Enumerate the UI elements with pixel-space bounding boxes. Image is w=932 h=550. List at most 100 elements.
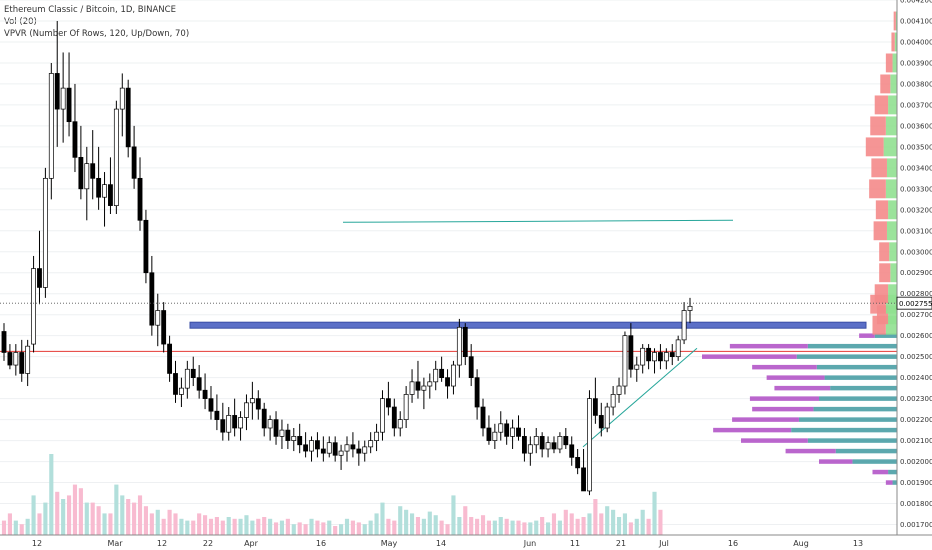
candle-body — [291, 436, 297, 441]
y-tick-label: 0.001800 — [900, 500, 932, 508]
candle-body — [498, 423, 504, 433]
x-tick-label: May — [381, 539, 398, 548]
candle-body — [640, 347, 646, 366]
volume-bar — [510, 520, 515, 535]
vpvr-row-up — [886, 158, 897, 178]
vpvr-row-up — [888, 95, 897, 115]
volume-bar — [492, 520, 497, 535]
candle-body — [78, 157, 84, 190]
volume-bar — [404, 509, 409, 535]
candle-body — [480, 406, 486, 429]
volume-bar — [19, 524, 24, 535]
candle-body — [48, 73, 54, 179]
volume-bar — [72, 484, 78, 535]
y-tick-label: 0.003900 — [900, 59, 932, 67]
candle-body — [155, 310, 161, 326]
volume-bar — [469, 517, 474, 535]
y-tick-label: 0.003100 — [900, 227, 932, 235]
candle-body — [131, 146, 137, 179]
candle-body — [178, 387, 184, 395]
y-tick-label: 0.002300 — [900, 395, 932, 403]
volume-bar — [202, 515, 208, 535]
candle-body — [521, 436, 527, 454]
volume-bar — [599, 513, 604, 535]
volume-bar — [504, 518, 509, 535]
y-tick-label: 0.003700 — [900, 101, 932, 109]
candle-body — [598, 415, 604, 429]
y-tick-label: 0.002900 — [900, 269, 932, 277]
volume-bar — [380, 502, 385, 535]
vpvr-row-down — [741, 438, 808, 443]
vpvr-row-up — [813, 406, 897, 412]
x-tick-label: Apr — [244, 539, 259, 548]
x-tick-label: 16 — [728, 539, 738, 548]
volume-bar — [226, 517, 231, 535]
volume-bar — [31, 495, 36, 535]
candle-body — [581, 467, 586, 492]
volume-bar — [333, 526, 338, 535]
candle-body — [397, 419, 403, 429]
candle-body — [37, 268, 42, 288]
candle-body — [320, 448, 326, 454]
volume-bar — [303, 524, 308, 535]
volume-bar — [155, 509, 160, 535]
y-tick-label: 0.003000 — [900, 248, 932, 256]
y-tick-label: 0.002600 — [900, 332, 932, 340]
volume-bar — [149, 513, 154, 535]
candle-body — [143, 219, 149, 274]
volume-bar — [256, 518, 261, 535]
candle-body — [675, 339, 681, 358]
vpvr-row-up — [874, 333, 897, 338]
candle-body — [315, 440, 320, 450]
candle-body — [462, 326, 468, 358]
y-tick-label: 0.004000 — [900, 38, 932, 46]
candle-body — [374, 431, 379, 441]
volume-bar — [55, 491, 60, 535]
y-tick-label: 0.003200 — [900, 206, 932, 214]
candle-body — [137, 177, 143, 221]
candle-body — [610, 394, 616, 408]
candle-body — [510, 427, 516, 437]
y-tick-label: 0.002800 — [900, 290, 932, 298]
candle-body — [1, 331, 7, 353]
candle-body — [84, 163, 90, 190]
volume-bar — [463, 506, 468, 535]
last-price-label: 0.002755 — [899, 300, 932, 308]
candle-body — [663, 352, 669, 362]
candle-body — [54, 73, 60, 110]
volume-bar — [309, 518, 314, 535]
x-tick-label: 14 — [436, 539, 446, 548]
vpvr-row-up — [796, 354, 897, 359]
y-tick-label: 0.003800 — [900, 80, 932, 88]
volume-bar — [37, 513, 42, 535]
vpvr-row-up — [888, 200, 897, 220]
target-line — [342, 219, 734, 223]
candle-body — [108, 184, 113, 206]
x-tick-label: Jun — [523, 539, 537, 548]
y-tick-label: 0.002000 — [900, 458, 932, 466]
volume-bar — [25, 518, 30, 535]
vpvr-row-up — [895, 11, 897, 31]
volume-bar — [244, 515, 249, 535]
candle-body — [468, 356, 474, 378]
volume-bar — [605, 506, 610, 535]
candle-body — [96, 177, 102, 198]
candle-body — [196, 377, 202, 391]
vpvr-row-down — [873, 221, 887, 241]
vpvr-row-down — [870, 116, 886, 136]
candle-body — [681, 310, 687, 341]
candle-body — [25, 345, 31, 374]
candle-body — [646, 347, 652, 362]
vpvr-row-up — [889, 242, 897, 262]
volume-bar — [339, 524, 344, 535]
vpvr-row-down — [891, 32, 895, 52]
candle-body — [279, 429, 285, 437]
candle-body — [332, 442, 338, 456]
volume-bar — [173, 513, 178, 535]
volume-bar — [433, 515, 438, 535]
vpvr-row-up — [807, 438, 897, 443]
volume-bar — [285, 518, 290, 535]
candle-body — [504, 423, 510, 437]
volume-bar — [551, 513, 557, 535]
